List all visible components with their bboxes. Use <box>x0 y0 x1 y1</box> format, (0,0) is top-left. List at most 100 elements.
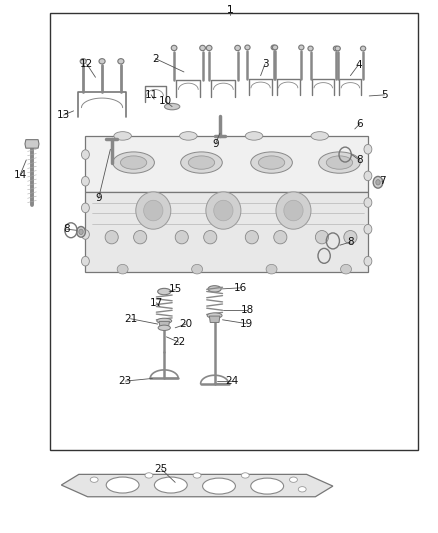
Ellipse shape <box>180 132 197 140</box>
Polygon shape <box>25 140 39 148</box>
Ellipse shape <box>272 45 278 50</box>
Text: 12: 12 <box>80 59 93 69</box>
Ellipse shape <box>208 286 221 292</box>
Ellipse shape <box>315 230 328 244</box>
Polygon shape <box>209 316 220 322</box>
Ellipse shape <box>258 156 285 169</box>
Bar <box>50 13 418 450</box>
Text: 25: 25 <box>155 464 168 474</box>
Ellipse shape <box>364 256 372 266</box>
Ellipse shape <box>284 200 303 221</box>
Ellipse shape <box>245 45 250 50</box>
Ellipse shape <box>373 176 383 188</box>
Text: 23: 23 <box>119 376 132 386</box>
Text: 13: 13 <box>57 110 70 120</box>
Ellipse shape <box>245 230 258 244</box>
Text: 19: 19 <box>240 319 253 328</box>
Ellipse shape <box>364 224 372 234</box>
Ellipse shape <box>214 200 233 221</box>
Ellipse shape <box>145 473 153 478</box>
Ellipse shape <box>79 229 83 235</box>
Text: 3: 3 <box>261 59 268 69</box>
Ellipse shape <box>235 45 240 51</box>
Text: 16: 16 <box>234 283 247 293</box>
Text: 9: 9 <box>212 139 219 149</box>
Text: 17: 17 <box>150 298 163 308</box>
Ellipse shape <box>193 473 201 478</box>
Ellipse shape <box>81 256 89 266</box>
Text: 21: 21 <box>124 314 137 324</box>
Text: 15: 15 <box>169 285 182 294</box>
Text: 5: 5 <box>381 90 388 100</box>
Ellipse shape <box>188 156 215 169</box>
Ellipse shape <box>364 198 372 207</box>
Ellipse shape <box>251 478 284 494</box>
Ellipse shape <box>120 156 147 169</box>
Ellipse shape <box>245 132 263 140</box>
Ellipse shape <box>376 180 380 185</box>
Ellipse shape <box>192 264 202 274</box>
Ellipse shape <box>157 318 172 324</box>
Polygon shape <box>159 321 170 326</box>
Text: 24: 24 <box>226 376 239 386</box>
Ellipse shape <box>106 477 139 493</box>
Ellipse shape <box>344 230 357 244</box>
Ellipse shape <box>364 144 372 154</box>
Ellipse shape <box>251 152 293 173</box>
Ellipse shape <box>308 46 313 51</box>
Ellipse shape <box>206 192 241 229</box>
Ellipse shape <box>204 230 217 244</box>
Polygon shape <box>85 192 368 272</box>
Ellipse shape <box>90 477 98 482</box>
Text: 6: 6 <box>357 119 364 128</box>
Text: 20: 20 <box>180 319 193 329</box>
Ellipse shape <box>326 156 353 169</box>
Ellipse shape <box>271 45 276 50</box>
Text: 4: 4 <box>355 60 362 70</box>
Ellipse shape <box>171 45 177 51</box>
Ellipse shape <box>202 478 236 494</box>
Ellipse shape <box>154 477 187 493</box>
Ellipse shape <box>81 230 89 239</box>
Text: 9: 9 <box>95 193 102 203</box>
Ellipse shape <box>81 176 89 186</box>
Ellipse shape <box>200 45 205 51</box>
Text: 2: 2 <box>152 54 159 63</box>
Ellipse shape <box>180 152 223 173</box>
Ellipse shape <box>165 103 180 110</box>
Ellipse shape <box>290 477 297 482</box>
Ellipse shape <box>81 150 89 159</box>
Ellipse shape <box>364 171 372 181</box>
Ellipse shape <box>266 264 277 274</box>
Ellipse shape <box>118 59 124 64</box>
Text: 18: 18 <box>241 305 254 315</box>
Ellipse shape <box>360 46 366 51</box>
Text: 8: 8 <box>63 224 70 234</box>
Polygon shape <box>85 136 368 192</box>
Text: 14: 14 <box>14 170 27 180</box>
Text: 22: 22 <box>172 337 185 347</box>
Ellipse shape <box>80 59 86 64</box>
Ellipse shape <box>134 230 147 244</box>
Ellipse shape <box>207 313 222 318</box>
Ellipse shape <box>114 132 131 140</box>
Ellipse shape <box>298 487 306 492</box>
Ellipse shape <box>117 264 128 274</box>
Ellipse shape <box>241 473 249 478</box>
Ellipse shape <box>99 59 105 64</box>
Text: 7: 7 <box>378 176 385 186</box>
Ellipse shape <box>77 227 85 237</box>
Ellipse shape <box>333 46 339 51</box>
Ellipse shape <box>136 192 171 229</box>
Ellipse shape <box>299 45 304 50</box>
Text: 1: 1 <box>226 5 233 14</box>
Text: 8: 8 <box>356 155 363 165</box>
Ellipse shape <box>113 152 154 173</box>
Ellipse shape <box>81 203 89 213</box>
Ellipse shape <box>206 45 212 51</box>
Ellipse shape <box>274 230 287 244</box>
Text: 1: 1 <box>226 5 233 14</box>
Ellipse shape <box>276 192 311 229</box>
Text: 8: 8 <box>347 237 354 247</box>
Ellipse shape <box>318 152 360 173</box>
